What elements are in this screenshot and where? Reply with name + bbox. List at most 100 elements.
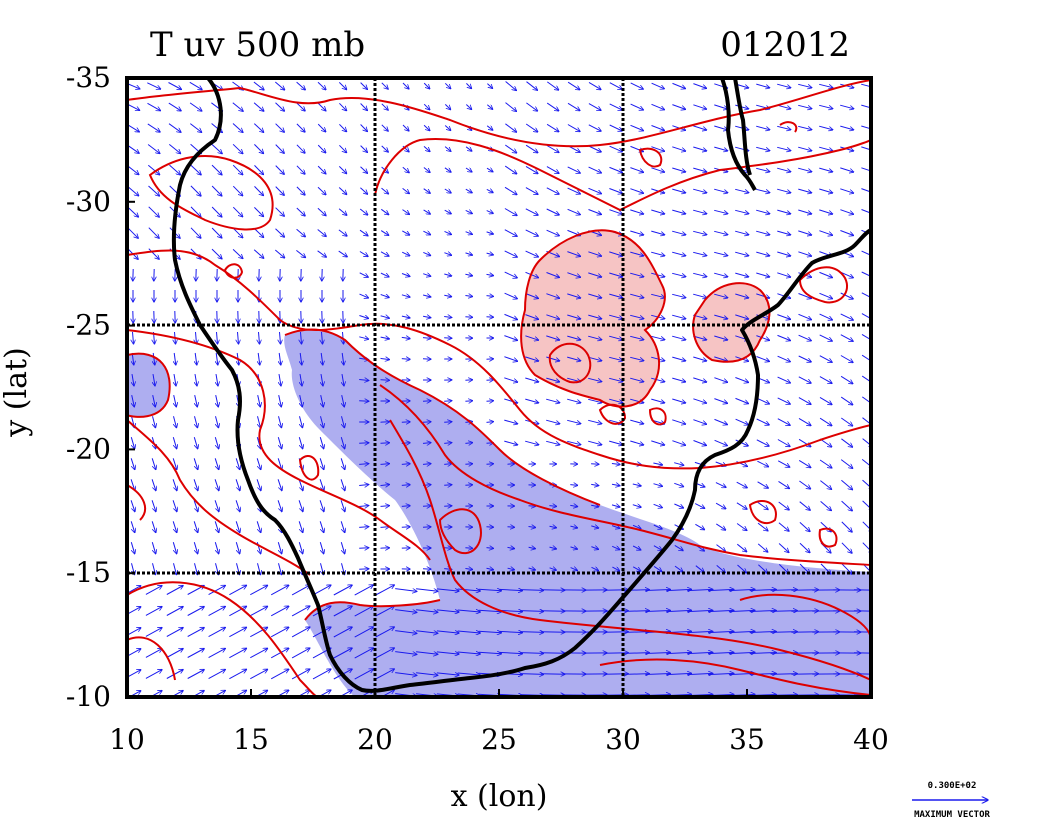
wind-vector xyxy=(567,335,580,340)
wind-vector xyxy=(342,394,345,407)
wind-vector xyxy=(145,628,162,637)
wind-vector xyxy=(381,187,389,194)
wind-vector xyxy=(444,295,451,296)
wind-vector xyxy=(504,186,517,194)
wind-vector xyxy=(381,82,388,89)
wind-vector xyxy=(546,335,559,340)
wind-vector xyxy=(319,542,323,554)
wind-vector xyxy=(520,632,543,633)
wind-vector xyxy=(799,501,811,511)
wind-vector xyxy=(609,377,623,381)
wind-vector xyxy=(819,125,833,130)
wind-vector xyxy=(882,168,895,173)
wind-vector xyxy=(296,123,305,132)
wind-vector xyxy=(798,397,811,405)
contour-line xyxy=(298,455,320,481)
wind-vector xyxy=(211,206,222,217)
wind-vector xyxy=(401,506,410,507)
wind-vector xyxy=(359,548,369,549)
wind-vector xyxy=(148,227,159,239)
wind-vector xyxy=(402,230,409,235)
wind-vector xyxy=(609,398,623,403)
wind-vector xyxy=(884,564,895,575)
wind-vector xyxy=(216,352,218,365)
wind-vector xyxy=(861,271,871,278)
wind-vector xyxy=(190,227,201,238)
wind-vector xyxy=(630,230,643,235)
wind-vector xyxy=(214,521,219,532)
wind-vector xyxy=(465,296,472,297)
wind-vector xyxy=(486,274,494,275)
wind-vector xyxy=(401,295,410,297)
wind-vector xyxy=(380,443,390,444)
wind-vector xyxy=(714,439,728,445)
wind-vector xyxy=(819,334,833,341)
wind-vector xyxy=(423,231,430,235)
wind-vector xyxy=(525,314,538,320)
wind-vector xyxy=(875,590,903,591)
wind-vector xyxy=(486,232,494,234)
wind-vector xyxy=(714,377,727,383)
wind-vector xyxy=(778,543,789,553)
wind-vector xyxy=(196,331,197,344)
wind-vector xyxy=(275,123,285,133)
wind-vector xyxy=(609,356,623,360)
wind-vector xyxy=(884,501,895,512)
wind-vector xyxy=(777,355,791,362)
wind-vector xyxy=(401,485,410,486)
wind-vector xyxy=(457,610,481,612)
wind-vector xyxy=(402,166,409,172)
wind-vector xyxy=(172,458,177,469)
wind-vector xyxy=(549,547,557,549)
wind-vector xyxy=(861,167,871,172)
wind-vector xyxy=(591,484,599,485)
wind-vector xyxy=(423,252,430,255)
wind-vector xyxy=(195,352,197,365)
wind-vector xyxy=(588,81,601,89)
wind-vector xyxy=(338,208,347,216)
wind-vector xyxy=(465,146,472,151)
wind-vector xyxy=(588,293,601,298)
wind-vector xyxy=(651,377,665,382)
wind-vector xyxy=(151,479,156,490)
wind-vector xyxy=(499,631,522,632)
wind-vector xyxy=(250,627,267,638)
wind-vector xyxy=(465,232,473,235)
wind-vector xyxy=(567,208,581,214)
vector-legend: 0.300E+02 MAXIMUM VECTOR xyxy=(912,781,991,820)
wind-vector xyxy=(145,607,162,616)
wind-vector xyxy=(147,164,159,175)
wind-vector xyxy=(882,84,895,88)
wind-vector xyxy=(232,249,243,258)
wind-vector xyxy=(632,484,641,486)
wind-vector xyxy=(611,526,620,529)
y-tick-label: -30 xyxy=(66,185,111,218)
wind-vector xyxy=(486,253,494,255)
wind-vector xyxy=(672,440,685,446)
wind-vector xyxy=(693,125,706,130)
wind-vector xyxy=(588,335,602,340)
wind-vector xyxy=(840,313,854,320)
wind-vector xyxy=(211,248,222,259)
wind-vector xyxy=(319,500,324,511)
wind-vector xyxy=(687,652,713,653)
wind-vector xyxy=(193,521,198,532)
wind-vector xyxy=(525,293,539,299)
wind-vector xyxy=(232,206,242,217)
wind-vector xyxy=(130,521,135,532)
wind-vector xyxy=(235,479,240,490)
wind-vector xyxy=(728,631,755,632)
wind-vector xyxy=(333,585,352,596)
wind-vector xyxy=(756,188,770,192)
wind-vector xyxy=(862,479,871,490)
wind-vector xyxy=(861,209,871,215)
wind-vector xyxy=(423,146,430,151)
wind-vector xyxy=(190,206,201,217)
wind-vector xyxy=(214,458,219,469)
wind-vector xyxy=(457,652,481,654)
wind-vector xyxy=(861,104,871,109)
wind-vector xyxy=(756,167,770,171)
wind-vector xyxy=(127,206,139,217)
wind-vector xyxy=(758,564,767,574)
wind-vector xyxy=(505,81,517,91)
